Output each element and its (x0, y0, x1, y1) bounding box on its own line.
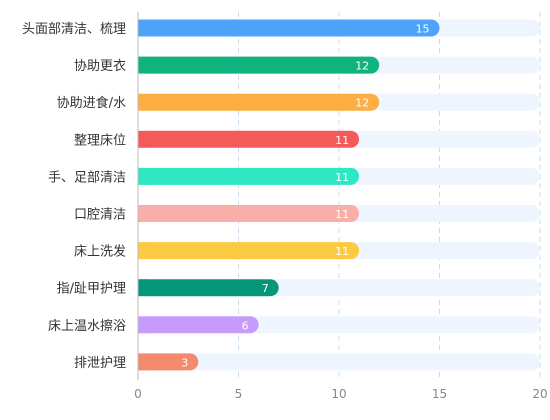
bar-7 (138, 279, 279, 297)
bar-base-9 (138, 353, 147, 371)
bar-base-7 (138, 279, 147, 297)
value-labels: 15 12 12 11 11 11 11 7 6 3 (181, 23, 429, 370)
bar-5 (138, 205, 360, 222)
x-axis: 0 5 10 15 20 (134, 12, 548, 401)
bar-base-1 (138, 56, 147, 74)
bar-8 (138, 316, 259, 334)
bars (138, 19, 440, 371)
value-label-0: 15 (416, 23, 430, 36)
bar-base-2 (138, 93, 147, 111)
category-label-9: 排泄护理 (74, 356, 126, 371)
bar-base-6 (138, 242, 147, 260)
x-tick-label-1: 5 (235, 387, 243, 401)
bar-base-3 (138, 130, 147, 148)
value-label-2: 12 (355, 97, 369, 110)
value-label-8: 6 (242, 319, 249, 332)
category-label-2: 协助进食/水 (57, 95, 126, 111)
bar-0 (138, 19, 440, 37)
bar-base-5 (138, 205, 147, 222)
category-label-6: 床上洗发 (74, 244, 126, 260)
x-tick-label-2: 10 (331, 387, 346, 401)
bar-base-4 (138, 167, 147, 185)
value-label-7: 7 (262, 282, 269, 295)
value-label-3: 11 (335, 134, 349, 147)
bar-4 (138, 167, 360, 185)
category-label-7: 指/趾甲护理 (57, 282, 126, 297)
category-label-3: 整理床位 (74, 133, 126, 148)
category-label-8: 床上温水擦浴 (48, 319, 126, 334)
value-label-1: 12 (355, 60, 369, 73)
bar-base-8 (138, 316, 147, 334)
value-label-9: 3 (181, 356, 188, 369)
bar-track-9 (138, 353, 540, 371)
x-tick-label-3: 15 (432, 387, 447, 401)
x-tick-label-4: 20 (532, 387, 547, 401)
bar-2 (138, 93, 380, 111)
bar-9 (138, 353, 199, 371)
bar-base-0 (138, 19, 147, 37)
category-label-1: 协助更衣 (74, 58, 126, 74)
category-label-0: 头面部清洁、梳理 (22, 22, 126, 37)
category-label-5: 口腔清洁 (74, 208, 126, 223)
value-label-5: 11 (335, 208, 349, 221)
bar-1 (138, 56, 380, 74)
category-labels: 头面部清洁、梳理协助更衣协助进食/水整理床位手、足部清洁口腔清洁床上洗发指/趾甲… (22, 22, 126, 371)
x-tick-label-0: 0 (134, 387, 142, 401)
bar-3 (138, 130, 360, 148)
category-label-4: 手、足部清洁 (48, 170, 126, 185)
value-label-6: 11 (335, 245, 349, 258)
value-label-4: 11 (335, 171, 349, 184)
bar-6 (138, 242, 360, 260)
